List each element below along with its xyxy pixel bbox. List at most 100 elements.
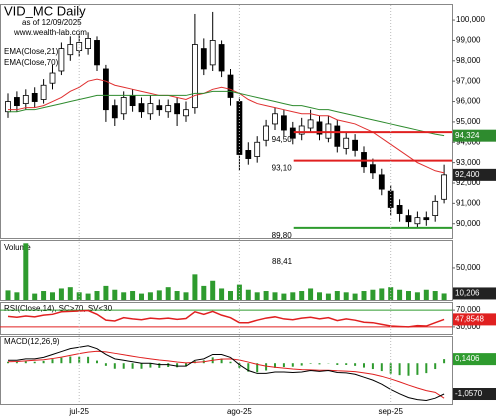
volume-bar	[219, 288, 225, 300]
histogram-bar	[113, 363, 116, 369]
y-tick-label: 92,000	[456, 178, 481, 187]
y-tick-label: 95,000	[456, 117, 481, 126]
volume-bar	[379, 288, 385, 300]
volume-bar	[41, 291, 47, 300]
volume-bar	[103, 285, 109, 300]
volume-bar	[334, 291, 340, 300]
histogram-bar	[185, 363, 187, 367]
histogram-bar	[158, 363, 161, 368]
histogram-bar	[247, 363, 250, 372]
candle-body	[396, 205, 403, 214]
candle-body	[218, 44, 225, 72]
candle-body	[40, 84, 47, 100]
candle-body	[227, 74, 234, 98]
candle-body	[441, 174, 448, 200]
rsi-line	[7, 309, 445, 328]
volume-bar	[112, 289, 118, 300]
value-tag	[453, 287, 496, 300]
annotation: 88,41	[272, 257, 293, 266]
legend-entry: EMA(Close,21)	[4, 47, 59, 56]
histogram-bar	[443, 359, 446, 364]
candle-body	[111, 105, 118, 119]
volume-bar	[228, 291, 233, 300]
histogram-bar	[78, 356, 81, 364]
histogram-bar	[51, 359, 54, 364]
histogram-bar	[7, 361, 9, 364]
value-tag-label: 92,400	[455, 170, 480, 179]
volume-bar	[210, 280, 216, 300]
candle-body	[174, 103, 181, 115]
candle-body	[200, 48, 207, 70]
candle-body	[298, 125, 305, 135]
volume-bar	[32, 293, 38, 300]
value-tag-label: 94,324	[455, 131, 480, 140]
candle-body	[31, 92, 38, 102]
y-tick-label: 91,000	[456, 198, 481, 207]
macd-line	[8, 345, 445, 402]
histogram-bar	[42, 360, 45, 364]
candle-body	[191, 44, 198, 109]
histogram-bar	[122, 363, 125, 369]
histogram-bar	[140, 363, 143, 369]
volume-bar	[58, 288, 64, 300]
value-tag	[453, 129, 496, 142]
volume-bar	[121, 292, 127, 300]
histogram-bar	[282, 363, 285, 368]
candle-body	[245, 150, 252, 159]
histogram-bar	[434, 363, 437, 370]
candle-body	[387, 190, 394, 208]
volume-bar	[406, 291, 411, 300]
volume-bar	[317, 292, 322, 300]
candle-body	[432, 200, 439, 216]
candle-body	[22, 95, 29, 104]
volume-bar	[441, 293, 447, 300]
level-label: 94,50	[272, 135, 293, 144]
histogram-bar	[380, 363, 383, 372]
candle-body	[316, 121, 323, 135]
volume-bar	[263, 291, 269, 300]
value-tag-label: 47,8548	[455, 315, 484, 324]
volume-bar	[147, 292, 153, 300]
histogram-bar	[220, 358, 223, 364]
volume-bar	[156, 290, 162, 300]
volume-bar	[423, 289, 429, 300]
candle-body	[94, 40, 100, 66]
volume-bar	[299, 291, 305, 300]
candle-body	[307, 119, 314, 129]
histogram-bar	[96, 360, 98, 364]
y-tick-label: 30,000	[456, 322, 481, 331]
histogram-bar	[229, 361, 232, 364]
candle-body	[289, 127, 296, 139]
panel-title: MACD(12,26,9)	[4, 337, 60, 346]
y-tick-label: 90,000	[456, 219, 481, 228]
y-tick-label: 100,000	[456, 15, 485, 24]
histogram-bar	[149, 363, 152, 368]
volume-bar	[254, 292, 260, 300]
histogram-bar	[15, 362, 18, 364]
volume-bar	[14, 292, 20, 300]
rsi-panel	[0, 302, 453, 335]
histogram-bar	[425, 363, 428, 374]
volume-bar	[94, 291, 100, 300]
macd-panel	[0, 336, 453, 405]
candle-body	[325, 123, 332, 139]
volume-bar	[343, 292, 349, 300]
volume-bar	[85, 293, 91, 300]
level-label: 89,80	[272, 231, 293, 240]
candle-body	[85, 38, 91, 49]
histogram-bar	[354, 363, 357, 366]
ema-line	[8, 90, 445, 137]
y-tick-label: 94,000	[456, 137, 481, 146]
y-tick-label: 93,000	[456, 158, 481, 167]
histogram-bar	[69, 356, 72, 364]
volume-bar	[432, 291, 438, 300]
volume-bar	[236, 284, 242, 300]
candle-body	[138, 103, 145, 113]
y-tick-label: 97,000	[456, 76, 481, 85]
volume-bar	[397, 289, 403, 300]
volume-bar	[361, 291, 367, 300]
histogram-bar	[33, 361, 36, 364]
source: www.wealth-lab.com	[13, 28, 87, 37]
